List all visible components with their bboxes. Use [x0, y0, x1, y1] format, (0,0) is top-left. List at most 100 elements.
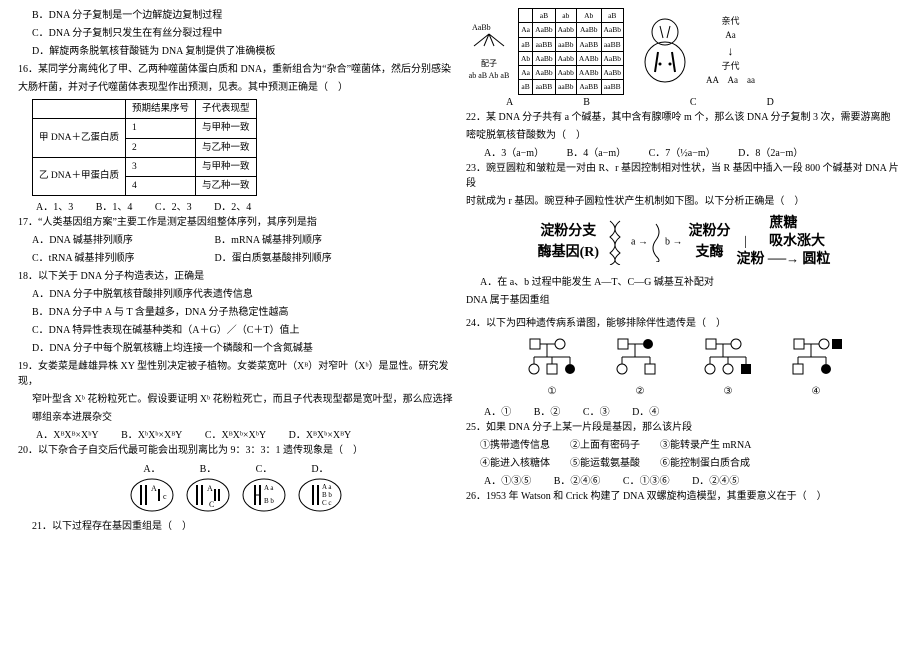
pedigree-icon — [698, 337, 758, 379]
p-r1c3: AaBB — [576, 37, 601, 51]
q22-1: 22．某 DNA 分子共有 a 个碱基，其中含有腺嘌呤 m 个，那么该 DNA … — [466, 110, 902, 125]
ped-lbl-3: ③ — [698, 384, 758, 399]
q20-lc: C． — [256, 464, 273, 475]
q24-opts: A．① B．② C．③ D．④ — [466, 405, 902, 420]
p-r0c2: Aabb — [555, 23, 576, 37]
q20-cell-a: A． Ac — [129, 462, 175, 513]
opt-b: B．DNA 分子复制是一个边解旋边复制过程 — [18, 8, 454, 23]
starch-ab: a → b → — [631, 222, 682, 262]
p-r3c3: AABb — [576, 66, 601, 80]
p-r2c2: Aabb — [555, 51, 576, 65]
starch-starch: 淀粉 — [736, 252, 764, 267]
q20-la: A． — [143, 464, 160, 475]
ped-4: ④ — [786, 337, 846, 399]
q19-opts: A．XᴮXᴮ×XᵇY B．XᵇXᵇ×XᴮY C．XᴮXᵇ×XᵇY D．XᴮXᵇ×… — [18, 428, 454, 443]
starch-bottom: 淀粉 ──→ 圆粒 — [736, 251, 830, 269]
q17-row2: C．tRNA 碱基排列顺序 D．蛋白质氨基酸排列顺序 — [18, 251, 454, 266]
q21-parent-lbl: 亲代 — [706, 15, 755, 29]
q17-d: D．蛋白质氨基酸排列顺序 — [215, 253, 332, 264]
cell-icon: A aB bC c — [297, 477, 343, 513]
q16-line1: 16．某同学分离纯化了甲、乙两种噬菌体蛋白质和 DNA，重新组合为“杂合”噬菌体… — [18, 62, 454, 77]
p-r1c1: aaBB — [533, 37, 556, 51]
q18: 18．以下关于 DNA 分子构造表达，正确是 — [18, 269, 454, 284]
q23-1: 23．豌豆圆粒和皱粒是一对由 R、r 基因控制相对性状，当 R 基因中插入一段 … — [466, 161, 902, 191]
arrow-down-icon: │ 吸水涨大 — [736, 233, 830, 251]
cell-icon: A aB b — [241, 477, 287, 513]
q20-ld: D． — [311, 464, 328, 475]
cell-r4c3: 与乙种一致 — [195, 177, 256, 196]
p-r2c3: AABb — [576, 51, 601, 65]
q21-d-block: 亲代 Aa ↓ 子代 AA Aa aa — [706, 15, 755, 87]
q19-a: A．XᴮXᴮ×XᵇY — [36, 428, 99, 443]
svg-text:c: c — [163, 492, 167, 501]
svg-text:C c: C c — [322, 499, 332, 507]
p-r3c2: Aabb — [555, 66, 576, 80]
q16-line2: 大肠杆菌，并对子代噬菌体表现型作出预测，见表。其中预测正确是（ ） — [18, 80, 454, 95]
q21-aaaa: AA Aa aa — [706, 74, 755, 88]
chromosome-pair-icon: AaBb — [466, 20, 512, 54]
ped-1: ① — [522, 337, 582, 399]
q16-table: 预期结果序号 子代表现型 甲 DNA＋乙蛋白质 1 与甲种一致 2 与乙种一致 … — [32, 99, 257, 196]
p-r1c2: aaBb — [555, 37, 576, 51]
pedigree-icon — [522, 337, 582, 379]
p-r2c1: AaBb — [533, 51, 556, 65]
cell-r1c2: 1 — [125, 119, 195, 138]
q23-c: A．在 a、b 过程中能发生 A—T、C—G 碱基互补配对 — [466, 275, 902, 290]
cell-r3c1: 乙 DNA＋甲蛋白质 — [33, 157, 126, 196]
q23-2: 时就成为 r 基因。豌豆种子圆粒性状产生机制如下图。以下分析正确是（ ） — [466, 194, 902, 209]
q25-a: A．①③⑤ — [484, 474, 531, 489]
cell-r4c2: 4 — [125, 177, 195, 196]
p-r4c0: aB — [519, 80, 533, 94]
q19-1: 19．女娄菜是雌雄异株 XY 型性别决定被子植物。女娄菜宽叶（Xᴮ）对窄叶（Xᵇ… — [18, 359, 454, 389]
q25-r1: ①携带遗传信息 ②上面有密码子 ③能转录产生 mRNA — [466, 438, 902, 453]
p-r4c4: aaBB — [601, 80, 624, 94]
th-blank — [33, 100, 126, 119]
q20-cell-d: D． A aB bC c — [297, 462, 343, 513]
cell-icon: Ac — [129, 477, 175, 513]
starch-a: a — [631, 236, 635, 247]
cell-r3c3: 与甲种一致 — [195, 157, 256, 176]
ped-3: ③ — [698, 337, 758, 399]
p-r3c1: AaBb — [533, 66, 556, 80]
q19-c: C．XᴮXᵇ×XᵇY — [205, 428, 266, 443]
q18-b: B．DNA 分子中 A 与 T 含量越多，DNA 分子热稳定性越高 — [18, 305, 454, 320]
p-r3c4: AaBb — [601, 66, 624, 80]
opt-c: C．DNA 分子复制只发生在有丝分裂过程中 — [18, 26, 454, 41]
cell-r1c3: 与甲种一致 — [195, 119, 256, 138]
starch-mid: 淀粉分 支酶 — [688, 221, 730, 263]
arrow-down-icon: ↓ — [706, 42, 755, 60]
lbl-b: B — [583, 95, 590, 110]
lbl-a: A — [506, 95, 513, 110]
q24-a: A．① — [484, 405, 511, 420]
svg-text:B b: B b — [322, 491, 332, 499]
p-r2c0: Ab — [519, 51, 533, 65]
q21-punnett: aBabAbaB AaAaBbAabbAaBbAaBb aBaaBBaaBbAa… — [518, 8, 624, 95]
ped-2: ② — [610, 337, 670, 399]
svg-text:A a: A a — [264, 484, 274, 492]
q21-row-labels: A B C D — [466, 95, 902, 110]
p-c1: ab — [555, 9, 576, 23]
q20-lb: B． — [200, 464, 217, 475]
q19-d: D．XᴮXᵇ×XᴮY — [289, 428, 352, 443]
cell-r2c2: 2 — [125, 138, 195, 157]
q20-cell-b: B． AC — [185, 462, 231, 513]
q22-a: A．3（a−m） — [484, 146, 544, 161]
q22-2: 嘧啶脱氧核苷酸数为（ ） — [466, 128, 902, 143]
q25: 25．如果 DNA 分子上某一片段是基因，那么该片段 — [466, 420, 902, 435]
q16-a: A．1、3 — [36, 200, 73, 215]
q18-c: C．DNA 特异性表现在碱基种类和（A＋G）／（C＋T）值上 — [18, 323, 454, 338]
right-column: AaBb 配子 ab aB Ab aB aBabAbaB AaAaBbAabbA… — [460, 8, 908, 642]
q16-b: B．1、4 — [96, 200, 133, 215]
starch-right: 蔗糖 │ 吸水涨大 淀粉 ──→ 圆粒 — [736, 215, 830, 270]
svg-text:AaBb: AaBb — [472, 23, 491, 32]
left-column: B．DNA 分子复制是一个边解旋边复制过程 C．DNA 分子复制只发生在有丝分裂… — [12, 8, 460, 642]
starch-l1: 淀粉分支 — [538, 221, 599, 242]
p-r4c2: aaBb — [555, 80, 576, 94]
q16-d: D．2、4 — [214, 200, 251, 215]
q22-opts: A．3（a−m） B．4（a−m） C．7（½a−m） D．8（2a−m） — [466, 146, 902, 161]
opt-d: D．解旋两条脱氧核苷酸链为 DNA 复制提供了准确模板 — [18, 44, 454, 59]
lbl-d: D — [767, 95, 774, 110]
q22-d: D．8（2a−m） — [738, 146, 803, 161]
q17-c: C．tRNA 碱基排列顺序 — [32, 251, 212, 266]
q24-b: B．② — [534, 405, 561, 420]
